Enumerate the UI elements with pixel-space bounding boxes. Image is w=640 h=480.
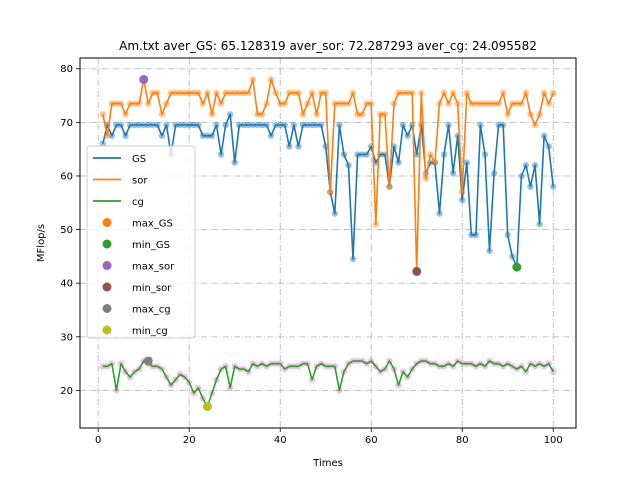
min-cg-marker [202,402,212,412]
max-cg-marker [143,356,153,366]
x-tick-label: 60 [365,435,378,446]
sor-point [99,111,106,118]
min-GS-marker [512,262,522,272]
legend-label-max-cg: max_cg [132,305,171,316]
cg-point [550,368,557,375]
legend-box [86,145,196,339]
plot-area [99,74,557,412]
legend-label-cg: cg [132,197,144,208]
legend-label-min-GS: min_GS [132,240,170,251]
legend-marker-max-sor [102,261,112,270]
y-tick-label: 30 [60,332,73,343]
legend-label-sor: sor [132,176,148,187]
gs-series-line [102,113,554,268]
x-tick-label: 80 [456,435,469,446]
legend-marker-min-cg [102,325,112,335]
legend-label-max-GS: max_GS [132,219,173,230]
legend-label-min-sor: min_sor [132,283,172,294]
sor-series-line [102,78,554,273]
axis-ticks: 0 20 40 60 80 100 20 30 40 50 60 70 80 [60,64,563,446]
x-axis-label: Times [312,458,343,469]
y-tick-label: 60 [60,171,73,182]
y-tick-label: 80 [60,64,73,75]
legend-marker-min-GS [102,239,112,249]
chart-title: Am.txt aver_GS: 65.128319 aver_sor: 72.2… [119,39,537,53]
y-tick-label: 40 [60,279,73,290]
legend-marker-max-cg [102,304,112,313]
x-tick-label: 100 [544,435,563,446]
cg-series-line [102,360,554,408]
x-tick-label: 0 [95,435,101,446]
cg-point [99,363,106,370]
plot-inner [99,74,557,412]
legend-marker-min-sor [102,282,112,292]
sor-point [550,89,557,97]
x-tick-label: 40 [274,435,287,446]
max-sor-marker [139,74,149,84]
plot-frame [79,57,577,429]
y-axis-label: MFlop/s [36,224,47,262]
gs-point [550,183,557,190]
legend-label-min-cg: min_cg [132,326,168,337]
y-tick-label: 50 [60,225,73,236]
gs-point [99,140,106,147]
y-tick-label: 70 [60,118,73,129]
legend-label-max-sor: max_sor [132,262,175,273]
x-tick-label: 20 [183,435,196,446]
min-sor-marker [412,266,422,276]
y-tick-label: 20 [60,386,73,397]
legend: GS sor cg max_GS min_GS max_sor min_sor max_cgm… [86,145,196,339]
legend-marker-max-GS [102,218,112,227]
legend-label-gs: GS [132,154,146,165]
